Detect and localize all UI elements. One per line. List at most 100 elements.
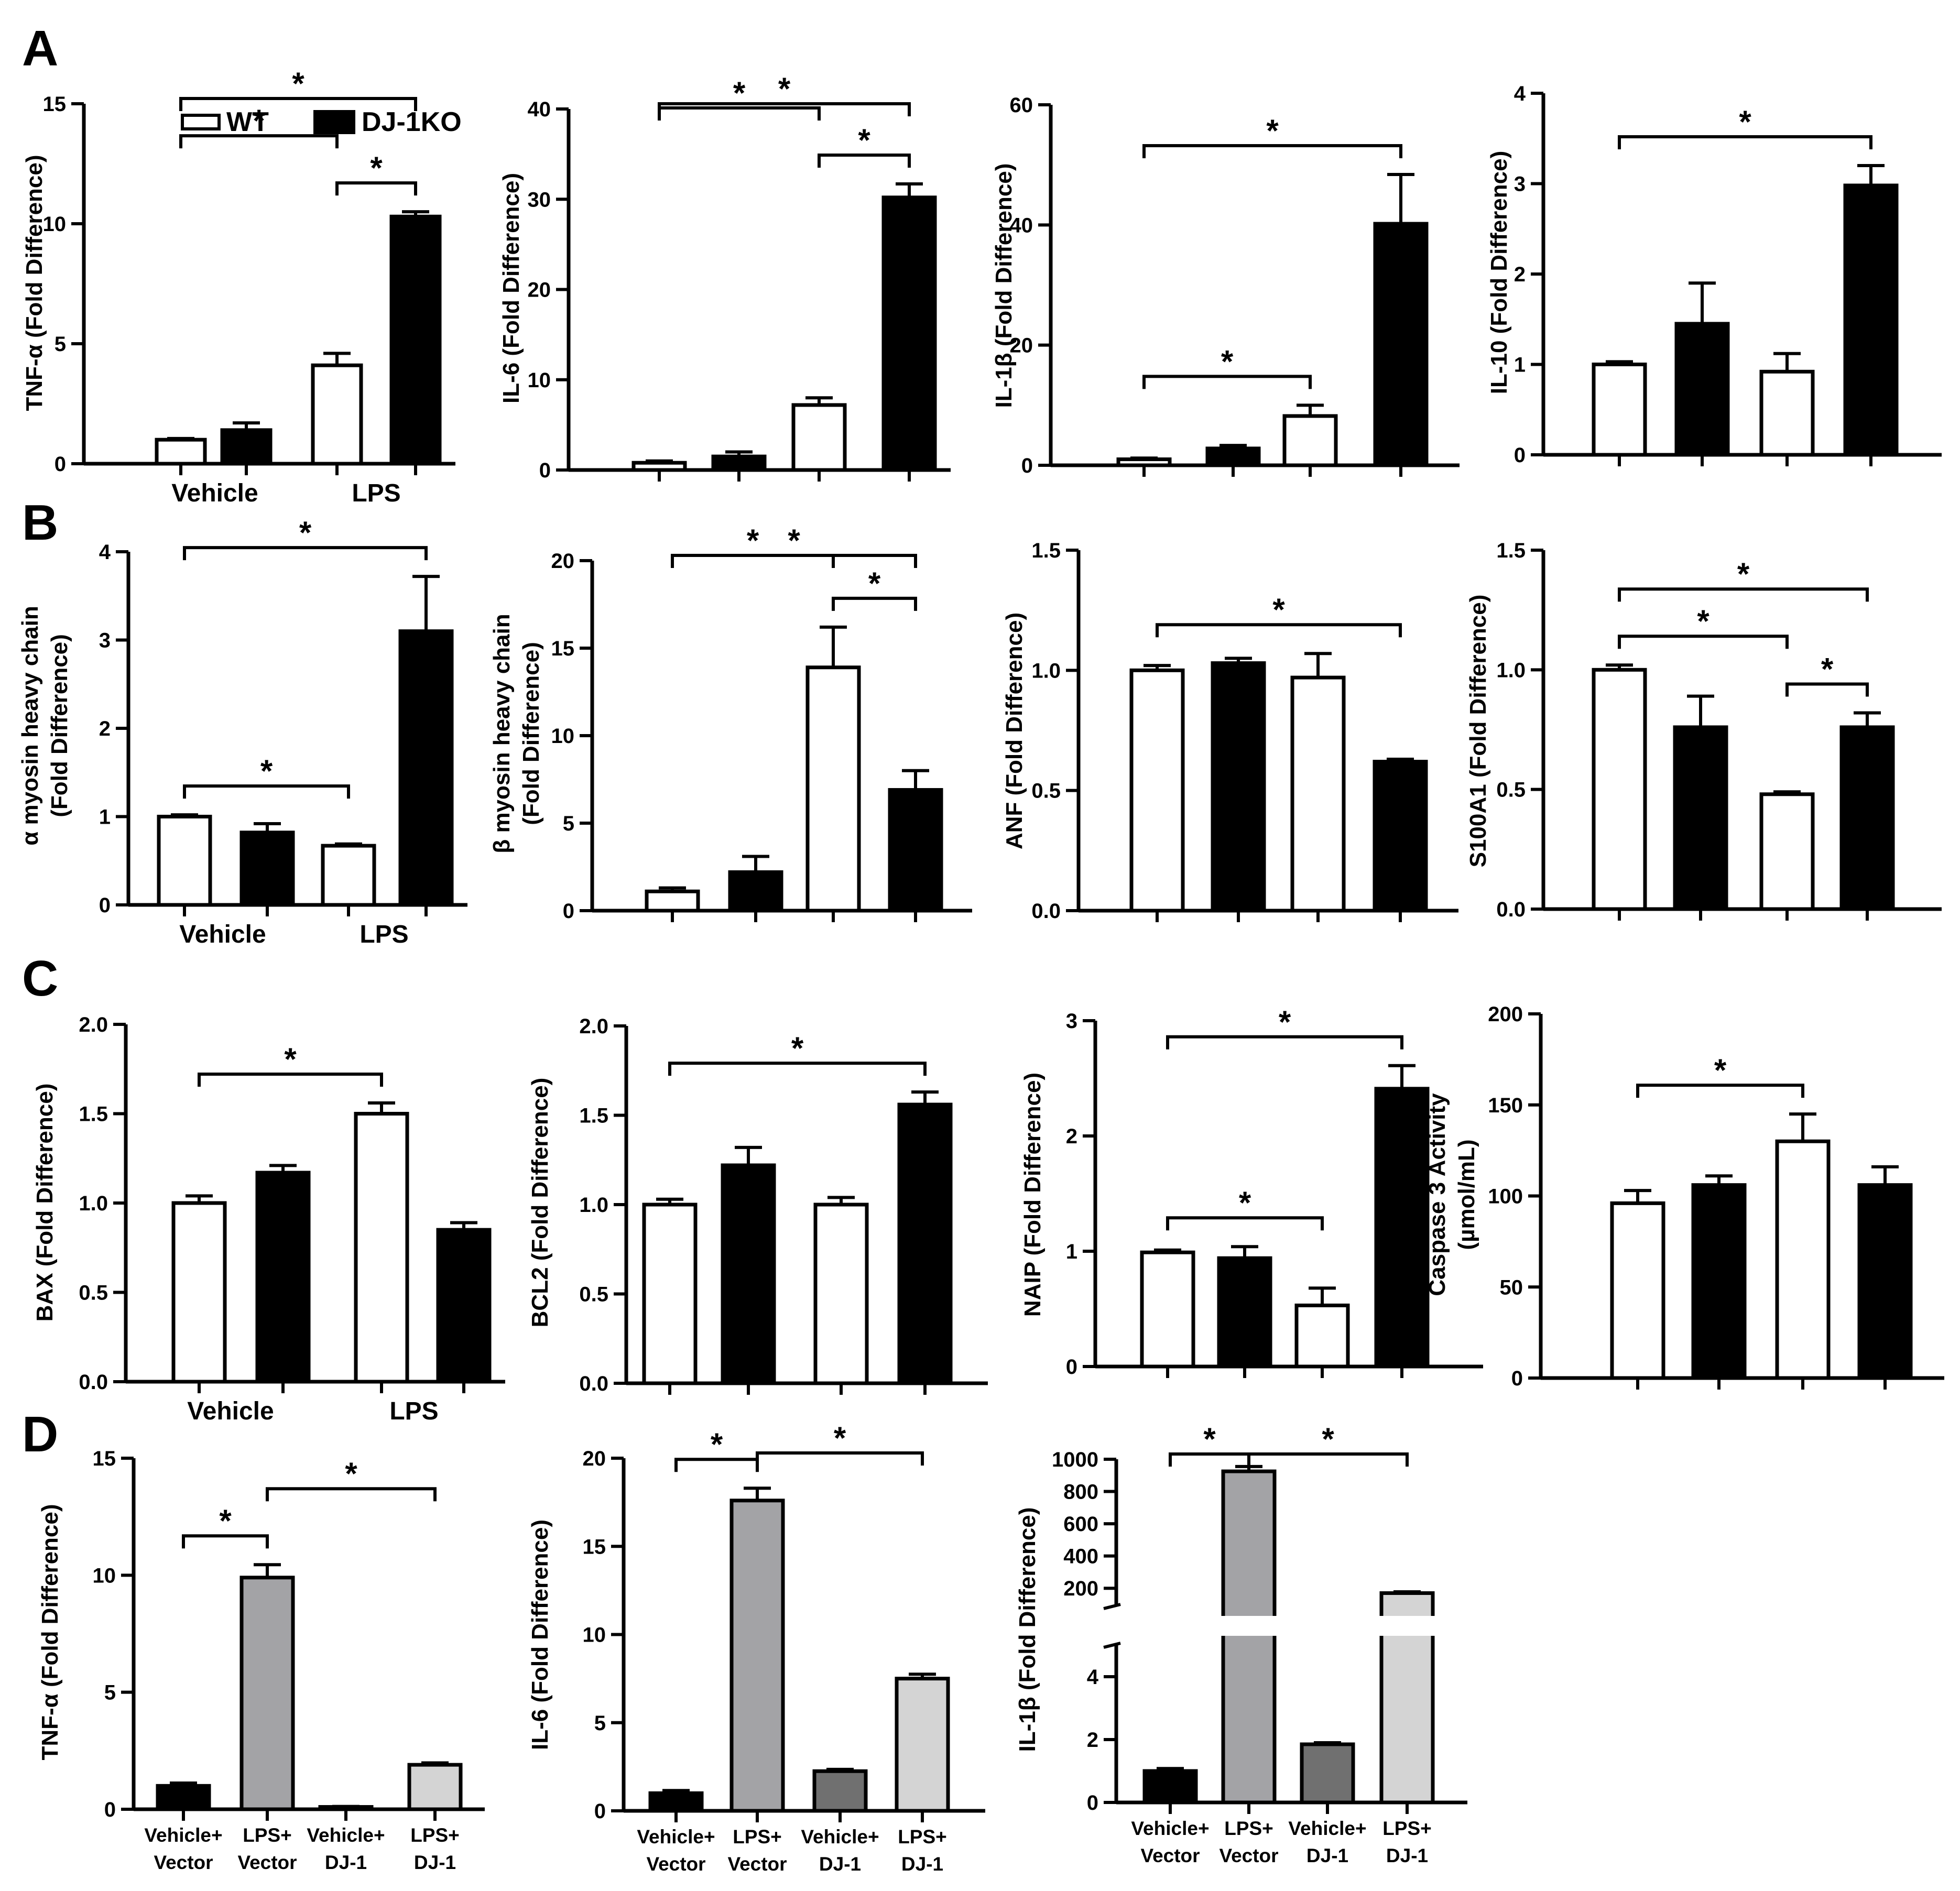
y-tick-label: 0.5 bbox=[1496, 779, 1526, 802]
y-tick-label: 10 bbox=[583, 1624, 606, 1647]
significance-bracket bbox=[1618, 635, 1789, 649]
significance-bracket bbox=[832, 596, 917, 611]
x-category-label: Vehicle+ bbox=[144, 1824, 222, 1846]
chart-c2: 0.0 0.5 1.0 1.5 2.0 BCL2 (Fold Difference) * bbox=[527, 1015, 988, 1395]
y-tick-label: 2 bbox=[1087, 1729, 1098, 1752]
panel-label-a: A bbox=[22, 20, 58, 76]
y-axis-label: IL-1β (Fold Difference) bbox=[1015, 1507, 1040, 1752]
y-tick-label: 0 bbox=[1021, 454, 1033, 477]
chart-c4: 0 50 100 150 200 Caspase 3 Activity (µmol/mL) * bbox=[1424, 1003, 1944, 1390]
bar bbox=[171, 1201, 227, 1384]
significance-star: * bbox=[788, 523, 800, 558]
significance-bracket bbox=[1166, 1216, 1324, 1231]
bar bbox=[1759, 369, 1815, 457]
bar bbox=[1300, 1742, 1355, 1805]
bar bbox=[729, 1499, 785, 1813]
y-tick-label: 5 bbox=[104, 1681, 116, 1704]
significance-bracket bbox=[179, 134, 339, 149]
chart-a1: 0 5 10 15 TNF-α (Fold Difference) Vehicle LPS *… bbox=[21, 66, 455, 507]
y-tick-label: 1 bbox=[1514, 354, 1526, 377]
significance-star: * bbox=[370, 150, 383, 185]
y-axis-label-line: (Fold Difference) bbox=[518, 642, 544, 825]
significance-star: * bbox=[1221, 344, 1234, 379]
y-tick-label: 30 bbox=[528, 188, 551, 211]
bar bbox=[711, 454, 767, 472]
y-tick-label: 4 bbox=[99, 541, 111, 564]
y-tick-label: 2 bbox=[1514, 263, 1526, 286]
y-axis-label: TNF-α (Fold Difference) bbox=[21, 155, 47, 411]
significance-star: * bbox=[711, 1427, 723, 1462]
x-group-label: Vehicle bbox=[171, 479, 258, 507]
bar bbox=[1674, 322, 1730, 457]
y-tick-label: 15 bbox=[583, 1535, 606, 1558]
x-category-label: LPS+ bbox=[1224, 1818, 1273, 1839]
y-tick-label: 0 bbox=[539, 459, 551, 482]
y-tick-label: 1 bbox=[1066, 1240, 1077, 1263]
x-category-label: Vehicle+ bbox=[1288, 1818, 1366, 1839]
bar bbox=[642, 1203, 698, 1385]
y-axis-label-line: (Fold Difference) bbox=[47, 634, 72, 817]
y-axis-label: IL-6 (Fold Difference) bbox=[498, 173, 524, 403]
bar bbox=[1290, 675, 1346, 913]
bar bbox=[1140, 1250, 1195, 1369]
significance-star: * bbox=[791, 1031, 804, 1066]
significance-bracket bbox=[1156, 623, 1402, 638]
significance-bracket bbox=[198, 1073, 383, 1087]
y-tick-label: 1.5 bbox=[79, 1103, 108, 1126]
y-axis-label: BCL2 (Fold Difference) bbox=[527, 1078, 553, 1328]
x-category-label: Vector bbox=[237, 1852, 297, 1873]
y-axis-label: ANF (Fold Difference) bbox=[1001, 613, 1027, 849]
panel-label-d: D bbox=[22, 1406, 58, 1462]
chart-d3: 0 2 4 200 400 600 800 1000 IL-1β (Fold Differenc… bbox=[1015, 1422, 1467, 1866]
y-tick-label: 3 bbox=[99, 629, 111, 652]
significance-bracket bbox=[1142, 375, 1312, 389]
y-tick-label: 0 bbox=[104, 1798, 116, 1821]
x-category-label: DJ-1 bbox=[414, 1852, 456, 1873]
y-tick-label: 1.0 bbox=[79, 1192, 108, 1215]
bar bbox=[321, 844, 376, 907]
bar bbox=[1211, 661, 1266, 913]
bar bbox=[1373, 222, 1429, 467]
x-category-label: LPS+ bbox=[733, 1826, 782, 1848]
y-tick-label: 15 bbox=[43, 93, 67, 116]
bar bbox=[1129, 668, 1185, 913]
significance-star: * bbox=[1714, 1053, 1727, 1088]
bar bbox=[812, 1769, 868, 1813]
bar bbox=[1592, 363, 1647, 457]
y-axis-label: NAIP (Fold Difference) bbox=[1020, 1073, 1046, 1317]
y-tick-label: 0.5 bbox=[1031, 780, 1061, 803]
legend-ko-swatch bbox=[313, 110, 355, 134]
chart-c1: 0.0 0.5 1.0 1.5 2.0 BAX (Fold Difference) Vehi… bbox=[32, 1013, 505, 1425]
y-tick-label: 2 bbox=[99, 717, 111, 740]
y-axis-label: BAX (Fold Difference) bbox=[32, 1084, 58, 1322]
x-category-label: DJ-1 bbox=[325, 1852, 367, 1873]
significance-bracket bbox=[818, 153, 911, 168]
chart-c3: 0 1 2 3 NAIP (Fold Difference) * * bbox=[1020, 1004, 1483, 1379]
bar bbox=[1775, 1139, 1831, 1380]
bar bbox=[1610, 1201, 1665, 1380]
y-tick-label: 200 bbox=[1488, 1003, 1523, 1026]
bar bbox=[1839, 725, 1895, 911]
x-category-label: LPS+ bbox=[410, 1824, 460, 1846]
bar bbox=[220, 428, 273, 466]
significance-star: * bbox=[1203, 1422, 1216, 1457]
bar bbox=[436, 1228, 492, 1384]
bar bbox=[895, 1677, 950, 1813]
significance-star: * bbox=[858, 123, 870, 158]
bar bbox=[1373, 760, 1428, 913]
significance-bracket bbox=[1636, 1084, 1804, 1098]
y-tick-label: 5 bbox=[563, 812, 574, 835]
y-tick-label: 1.0 bbox=[1031, 659, 1061, 682]
y-axis-label: IL-6 (Fold Difference) bbox=[527, 1520, 553, 1750]
y-axis-label: S100A1 (Fold Difference) bbox=[1465, 595, 1491, 868]
bar bbox=[1673, 725, 1728, 911]
y-tick-label: 2 bbox=[1066, 1125, 1077, 1148]
y-tick-label: 400 bbox=[1063, 1545, 1098, 1568]
y-tick-label: 20 bbox=[551, 550, 575, 573]
bar bbox=[155, 438, 207, 466]
bar bbox=[1205, 446, 1261, 467]
significance-bracket bbox=[183, 546, 428, 561]
x-group-label: Vehicle bbox=[179, 921, 266, 948]
y-tick-label: 10 bbox=[528, 369, 551, 392]
